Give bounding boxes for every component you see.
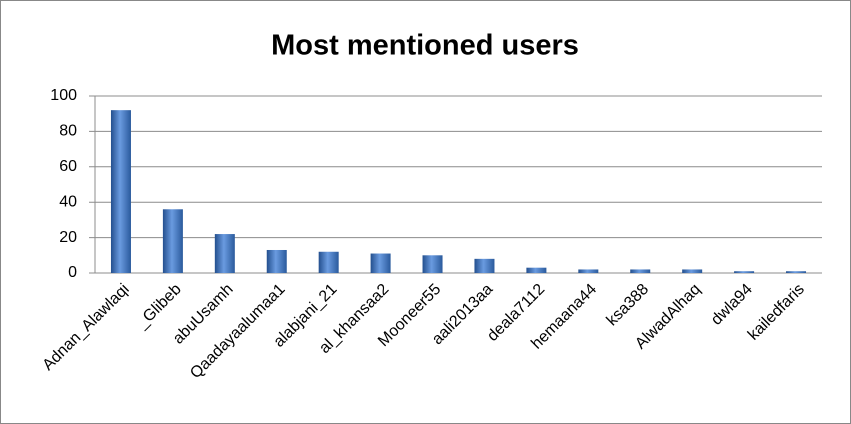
y-tick-label: 0 bbox=[68, 264, 77, 281]
bar bbox=[266, 249, 287, 273]
bar bbox=[734, 271, 755, 273]
bar bbox=[162, 209, 183, 273]
bar bbox=[318, 251, 339, 273]
bar bbox=[786, 271, 807, 273]
y-tick-label: 60 bbox=[59, 158, 77, 175]
bar bbox=[630, 269, 651, 273]
bar bbox=[474, 258, 495, 273]
y-tick-label: 100 bbox=[50, 87, 77, 104]
y-tick-label: 80 bbox=[59, 123, 77, 140]
bar bbox=[682, 269, 703, 273]
y-tick-label: 20 bbox=[59, 229, 77, 246]
bar bbox=[370, 253, 391, 273]
bar bbox=[578, 269, 599, 273]
bar bbox=[526, 267, 547, 273]
bar bbox=[110, 110, 131, 273]
y-tick-label: 40 bbox=[59, 193, 77, 210]
chart-title: Most mentioned users bbox=[271, 30, 579, 62]
bar bbox=[214, 234, 235, 273]
bar bbox=[422, 255, 443, 273]
